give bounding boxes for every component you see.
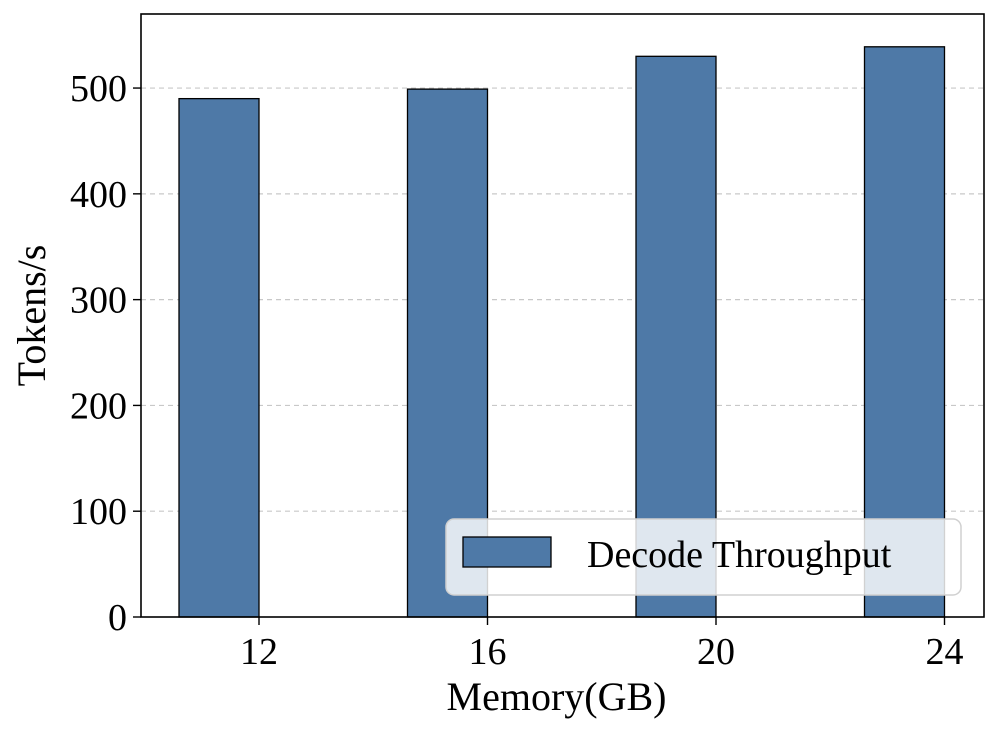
y-tick-label: 500	[70, 68, 127, 110]
grid-layer	[141, 87, 984, 512]
bar-12	[178, 97, 260, 618]
x-tick-label: 16	[469, 631, 507, 673]
y-axis-title: Tokens/s	[9, 245, 54, 387]
y-tick-label: 300	[70, 280, 127, 322]
y-tick-label: 400	[70, 174, 127, 216]
x-tick-label: 20	[697, 631, 735, 673]
legend: Decode Throughput	[445, 518, 962, 596]
x-axis: 12 16 20 24	[240, 617, 964, 673]
y-tick-label: 200	[70, 385, 127, 427]
y-tick-label: 100	[70, 491, 127, 533]
y-tick-label: 0	[108, 597, 127, 639]
x-tick-label: 12	[240, 631, 278, 673]
x-axis-title: Memory(GB)	[447, 674, 667, 719]
y-axis: 0 100 200 300 400 500	[70, 68, 141, 639]
legend-box	[445, 518, 962, 596]
legend-label: Decode Throughput	[587, 534, 892, 576]
legend-swatch	[462, 536, 552, 568]
plot-frame	[140, 13, 985, 618]
x-tick-label: 24	[926, 631, 964, 673]
